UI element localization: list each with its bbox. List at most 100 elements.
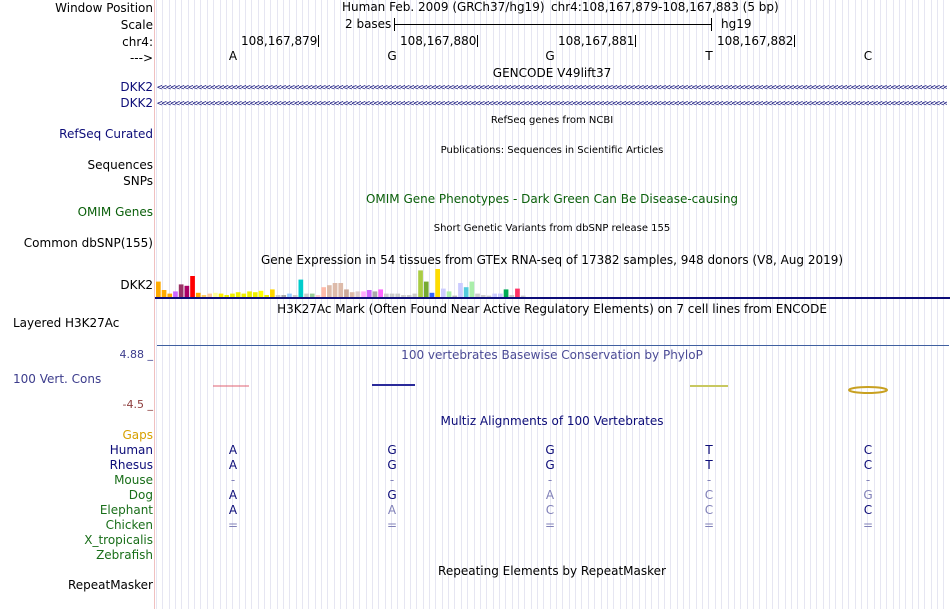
gtex-tissue-bar[interactable] <box>218 293 224 297</box>
gridline <box>645 0 646 609</box>
gtex-tissue-bar[interactable] <box>446 291 452 297</box>
gtex-tissue-bar[interactable] <box>298 279 304 297</box>
gtex-tissue-bar[interactable] <box>281 295 287 297</box>
gridline <box>683 0 684 609</box>
gridline <box>302 0 303 609</box>
gtex-tissue-bar[interactable] <box>406 295 412 297</box>
snps-track-label[interactable]: SNPs <box>123 174 153 188</box>
gtex-tissue-bar[interactable] <box>412 293 418 297</box>
gtex-tissue-bar[interactable] <box>309 293 315 297</box>
coord-label-4: 108,167,882 <box>717 34 794 48</box>
gtex-tissue-bar[interactable] <box>258 290 264 297</box>
gtex-tissue-bar[interactable] <box>270 289 275 297</box>
gtex-tissue-bar[interactable] <box>190 276 195 297</box>
gtex-tissue-bar[interactable] <box>167 293 173 297</box>
gtex-tissue-bar[interactable] <box>418 270 423 297</box>
gtex-track-label[interactable]: DKK2 <box>120 278 153 292</box>
gridline <box>391 0 392 609</box>
gtex-tissue-bar[interactable] <box>423 281 429 297</box>
gtex-tissue-bar[interactable] <box>475 293 480 297</box>
conservation-plot[interactable] <box>155 378 950 398</box>
gtex-tissue-bar[interactable] <box>378 289 383 297</box>
gtex-tissue-bar[interactable] <box>264 295 269 297</box>
gtex-tissue-bar[interactable] <box>195 292 201 297</box>
gridline <box>518 0 519 609</box>
gridline <box>188 0 189 609</box>
gtex-tissue-bar[interactable] <box>515 288 520 297</box>
gene-label-dkk2-1[interactable]: DKK2 <box>120 80 153 94</box>
gtex-tissue-bar[interactable] <box>327 285 332 297</box>
gtex-tissue-bar[interactable] <box>480 295 486 297</box>
gtex-tissue-bar[interactable] <box>389 293 395 297</box>
gtex-tissue-bar[interactable] <box>486 295 492 297</box>
gridline <box>327 0 328 609</box>
gtex-tissue-bar[interactable] <box>287 293 292 297</box>
gene-model-dkk2-2[interactable]: <<<<<<<<<<<<<<<<<<<<<<<<<<<<<<<<<<<<<<<<… <box>157 99 947 109</box>
gtex-tissue-bar[interactable] <box>224 295 230 297</box>
gtex-tissue-bar[interactable] <box>304 293 309 297</box>
gtex-tissue-bar[interactable] <box>332 283 338 297</box>
gtex-tissue-bar[interactable] <box>184 285 190 297</box>
gtex-tissue-bar[interactable] <box>207 293 212 297</box>
gtex-tissue-bar[interactable] <box>469 281 475 297</box>
gtex-tissue-bar[interactable] <box>247 291 252 297</box>
gtex-tissue-bar[interactable] <box>509 295 515 297</box>
gtex-bar-chart[interactable] <box>155 266 950 300</box>
gridline <box>353 0 354 609</box>
scale-label: Scale <box>120 18 153 32</box>
gtex-tissue-bar[interactable] <box>275 295 281 297</box>
gtex-tissue-bar[interactable] <box>201 295 207 297</box>
conservation-track-label[interactable]: 100 Vert. Cons <box>13 372 102 386</box>
species-label-chicken: Chicken <box>105 518 153 532</box>
gtex-tissue-bar[interactable] <box>292 295 298 297</box>
gtex-tissue-bar[interactable] <box>173 291 178 297</box>
gtex-tissue-bar[interactable] <box>366 290 372 297</box>
gtex-tissue-bar[interactable] <box>492 293 497 297</box>
gridline <box>213 0 214 609</box>
gtex-tissue-bar[interactable] <box>458 283 463 297</box>
aligned-base: T <box>705 443 713 457</box>
gtex-tissue-bar[interactable] <box>435 269 440 297</box>
gtex-tissue-bar[interactable] <box>230 293 235 297</box>
refseq-track-label[interactable]: RefSeq Curated <box>59 127 153 141</box>
dbsnp-track-label[interactable]: Common dbSNP(155) <box>23 236 153 250</box>
gtex-tissue-bar[interactable] <box>361 291 366 297</box>
gtex-tissue-bar[interactable] <box>178 284 184 297</box>
gtex-tissue-bar[interactable] <box>452 295 458 297</box>
conservation-track-title: 100 vertebrates Basewise Conservation by… <box>401 348 703 362</box>
omim-track-label[interactable]: OMIM Genes <box>77 205 153 219</box>
gtex-tissue-bar[interactable] <box>355 291 361 297</box>
gtex-tissue-bar[interactable] <box>241 293 247 297</box>
gtex-tissue-bar[interactable] <box>401 295 406 297</box>
gtex-tissue-bar[interactable] <box>429 292 435 297</box>
repeatmasker-track-label[interactable]: RepeatMasker <box>67 578 153 592</box>
gridline <box>912 0 913 609</box>
gtex-tissue-bar[interactable] <box>498 293 503 297</box>
gtex-tissue-bar[interactable] <box>156 281 161 297</box>
gtex-tissue-bar[interactable] <box>338 283 344 297</box>
gtex-tissue-bar[interactable] <box>372 291 378 297</box>
gtex-tissue-bar[interactable] <box>520 295 526 297</box>
gtex-tissue-bar[interactable] <box>503 289 509 297</box>
gridline <box>797 0 798 609</box>
gtex-tissue-bar[interactable] <box>384 293 389 297</box>
gtex-tissue-bar[interactable] <box>395 293 401 297</box>
scale-bar <box>394 24 712 25</box>
window-position-label: Window Position <box>55 1 153 15</box>
gtex-tissue-bar[interactable] <box>213 292 218 297</box>
gene-label-dkk2-2[interactable]: DKK2 <box>120 96 153 110</box>
gtex-tissue-bar[interactable] <box>463 287 469 297</box>
species-label-rhesus: Rhesus <box>109 458 153 472</box>
gtex-tissue-bar[interactable] <box>441 288 446 297</box>
gtex-tissue-bar[interactable] <box>321 287 326 297</box>
gtex-tissue-bar[interactable] <box>349 292 355 297</box>
gtex-tissue-bar[interactable] <box>235 292 241 297</box>
gtex-tissue-bar[interactable] <box>252 292 258 297</box>
sequences-track-label[interactable]: Sequences <box>87 158 153 172</box>
gtex-tissue-bar[interactable] <box>315 295 321 297</box>
gtex-tissue-bar[interactable] <box>161 290 167 297</box>
h3k27ac-track-label[interactable]: Layered H3K27Ac <box>13 316 120 330</box>
scale-bar-right-tick <box>711 18 712 31</box>
gene-model-dkk2-1[interactable]: <<<<<<<<<<<<<<<<<<<<<<<<<<<<<<<<<<<<<<<<… <box>157 83 947 93</box>
gtex-tissue-bar[interactable] <box>344 289 349 297</box>
